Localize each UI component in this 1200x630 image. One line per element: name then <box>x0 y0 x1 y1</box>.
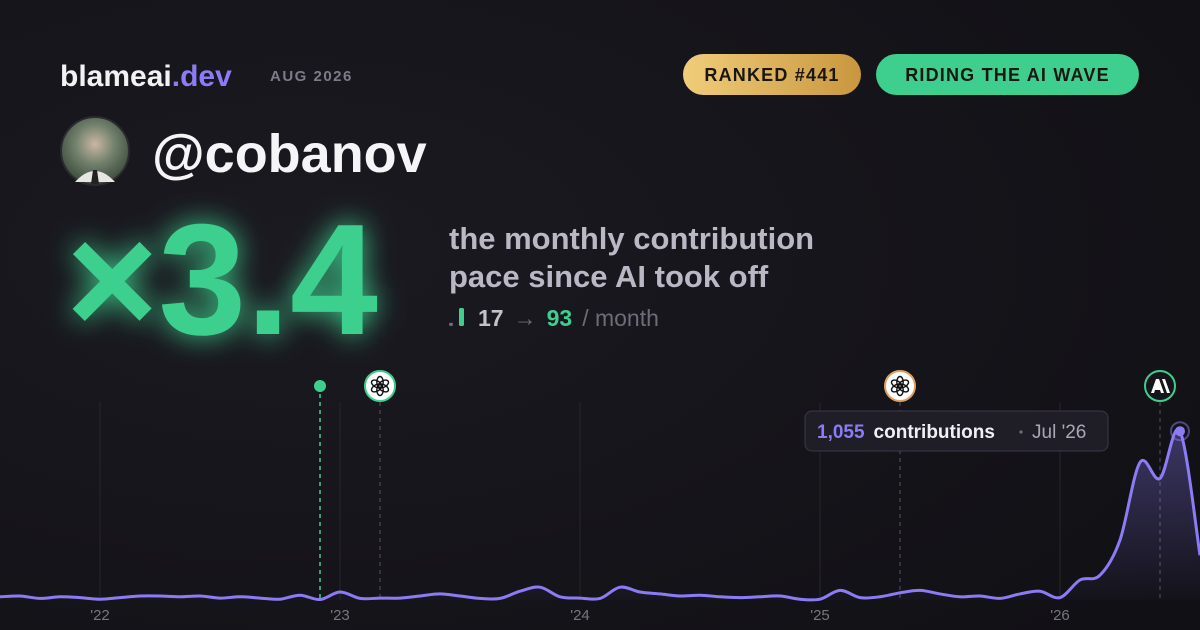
pace-text: 17 → 93 / month <box>478 305 659 331</box>
tooltip-date: Jul '26 <box>1032 422 1086 443</box>
tooltip-text: 1,055 contributions <box>817 422 995 443</box>
avatar-photo <box>60 116 130 186</box>
tooltip-box <box>804 410 1109 452</box>
brand-name: blameai <box>60 60 172 93</box>
badges: RANKED #441 RIDING THE AI WAVE <box>683 54 1139 95</box>
openai-logo-petal <box>890 379 903 389</box>
subtitle-line: pace since AI took off <box>449 259 769 294</box>
line <box>0 427 1200 602</box>
handle: @cobanov <box>152 124 427 184</box>
tooltip-value: 1,055 <box>817 422 865 443</box>
pace: 17 → 93 / month <box>449 305 659 331</box>
openai-logo-petal <box>370 379 383 389</box>
x-tick-label: '23 <box>330 607 350 624</box>
x-tick-label: '26 <box>1050 607 1070 624</box>
badge <box>683 54 861 95</box>
event-icon <box>364 370 396 402</box>
pace-before: 17 <box>478 305 504 331</box>
area <box>0 429 1200 600</box>
highlight-dot <box>1175 426 1185 437</box>
badge-text: RIDING THE AI WAVE <box>905 65 1110 85</box>
pace-unit: / month <box>582 305 659 331</box>
tooltip-separator <box>1019 430 1023 434</box>
event-icon <box>884 370 916 402</box>
event-dot <box>314 380 326 392</box>
pace-arrow: → <box>514 305 537 331</box>
badge <box>876 54 1139 95</box>
pace-bar <box>459 308 464 326</box>
period: AUG 2026 <box>270 68 353 85</box>
pace-after: 93 <box>547 305 573 331</box>
x-tick-label: '22 <box>90 607 110 624</box>
avatar-tie <box>91 170 99 184</box>
tooltip: 1,055 contributions Jul '26 <box>804 410 1190 452</box>
pace-bar <box>449 322 453 326</box>
anthropic-logo <box>1151 379 1170 393</box>
brand: blameai.dev <box>60 60 232 93</box>
tooltip-label: contributions <box>874 422 995 443</box>
multiplier: ×3.4 <box>66 192 378 368</box>
highlight-ring <box>1170 421 1190 442</box>
avatar <box>60 116 130 186</box>
brand-tld: .dev <box>172 60 232 93</box>
x-tick-label: '25 <box>810 607 830 624</box>
subtitle-line: the monthly contribution <box>449 221 814 256</box>
badge-text: RANKED #441 <box>704 65 839 85</box>
x-tick-label: '24 <box>570 607 590 624</box>
